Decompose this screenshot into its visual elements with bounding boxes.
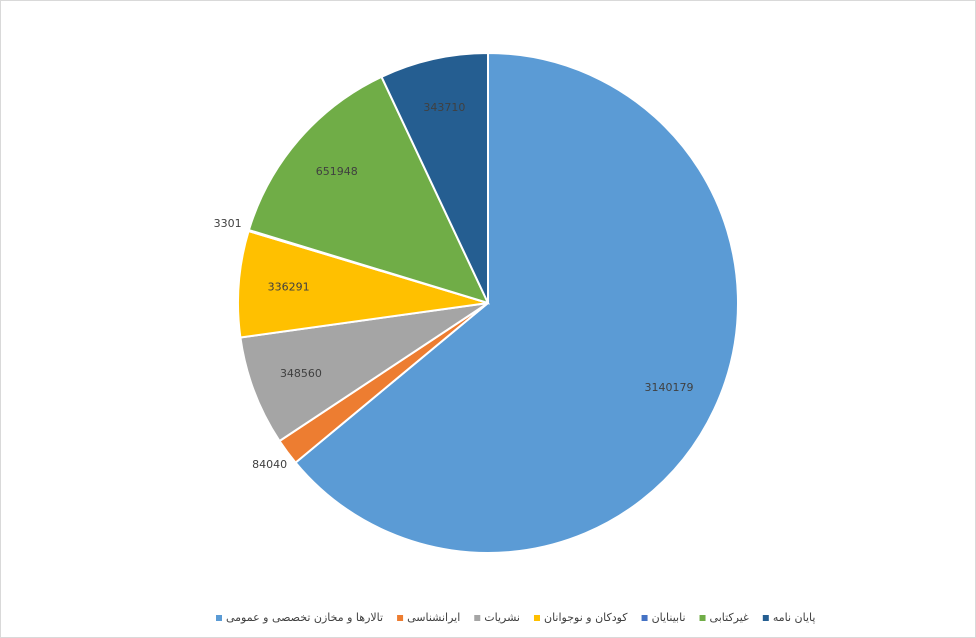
data-label: 343710 — [423, 101, 465, 114]
pie-slice — [239, 302, 489, 443]
legend-label: کودکان و نوجوانان — [544, 611, 628, 624]
legend-label: نابینایان — [652, 611, 686, 624]
pie-slice — [380, 51, 489, 304]
data-label: 84040 — [252, 458, 287, 471]
legend: تالارها و مخازن تخصصی و عمومی ایرانشناسی ن… — [216, 611, 815, 624]
legend-swatch — [762, 615, 769, 621]
pie-slice — [294, 51, 739, 554]
data-label: 3301 — [214, 217, 242, 230]
pie-slice — [247, 75, 490, 305]
legend-swatch — [699, 615, 706, 621]
legend-label: غیرکتابی — [710, 611, 750, 624]
legend-label: نشریات — [484, 611, 520, 624]
legend-label: پایان نامه — [773, 611, 816, 624]
data-label: 336291 — [268, 281, 310, 294]
pie-slice — [237, 229, 489, 339]
legend-label: ایرانشناسی — [407, 611, 460, 624]
data-label: 348560 — [280, 367, 322, 380]
data-label: 651948 — [316, 165, 358, 178]
legend-swatch — [641, 615, 648, 621]
legend-swatch — [474, 615, 481, 621]
legend-swatch — [533, 615, 540, 621]
legend-label: تالارها و مخازن تخصصی و عمومی — [226, 611, 383, 624]
data-label: 3140179 — [645, 381, 694, 394]
legend-swatch — [216, 615, 222, 621]
legend-swatch — [397, 615, 404, 621]
